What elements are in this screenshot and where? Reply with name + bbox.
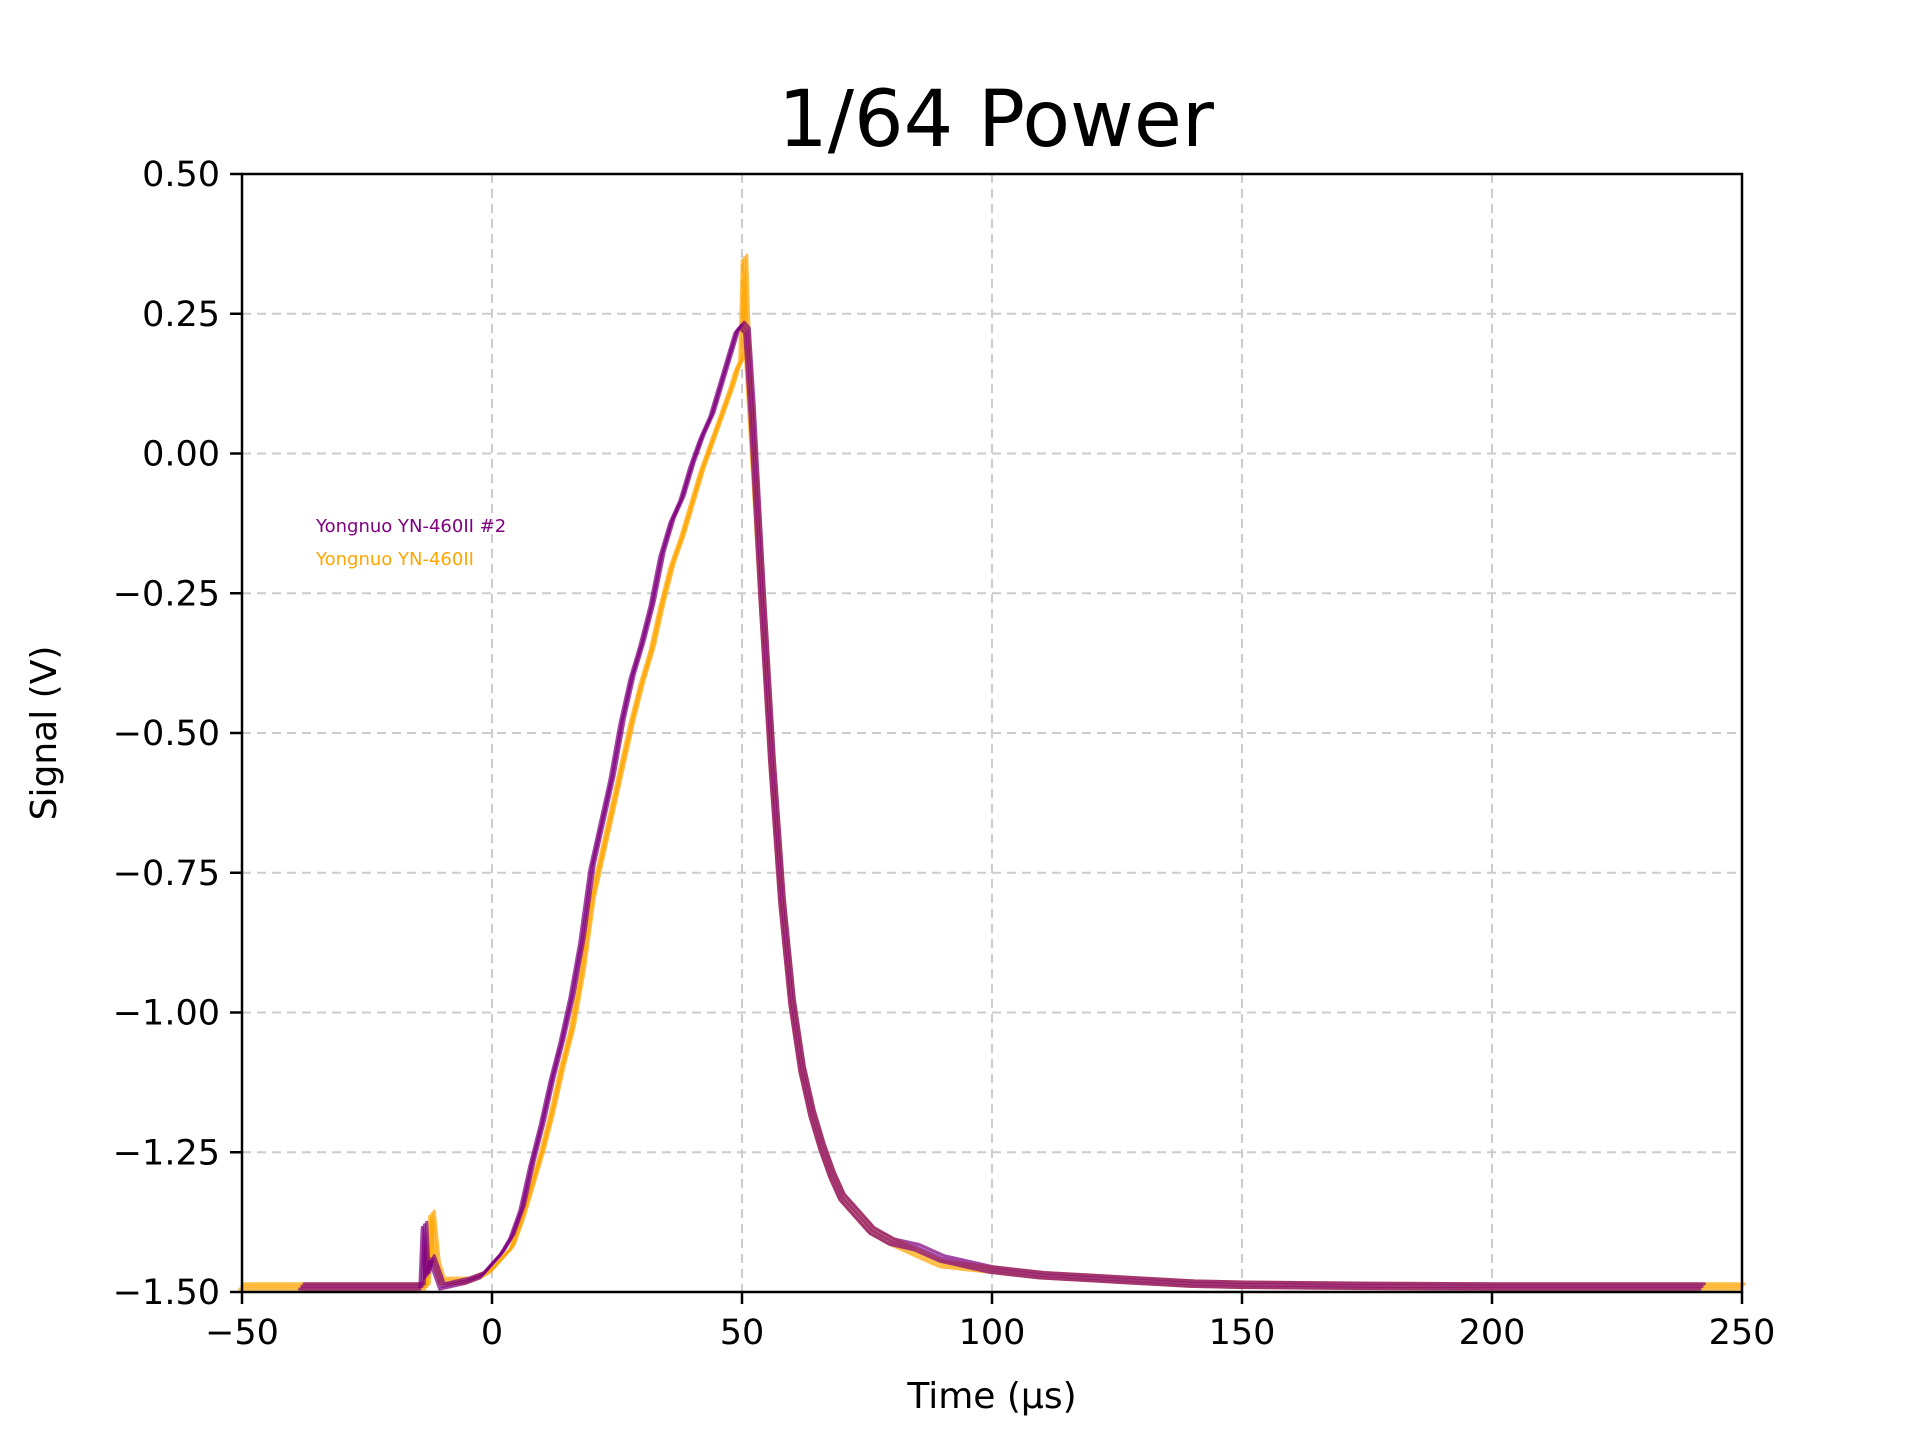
x-tick-label-0: −50 — [205, 1313, 279, 1353]
y-axis-label: Signal (V) — [24, 646, 65, 821]
y-tick-label-6: 0.00 — [142, 435, 220, 475]
x-tick-label-3: 100 — [959, 1313, 1026, 1353]
y-tick-label-0: −1.50 — [113, 1273, 220, 1313]
x-tick-label-2: 50 — [720, 1313, 765, 1353]
legend-entry-0: Yongnuo YN-460II #2 — [315, 516, 506, 537]
x-tick-label-5: 200 — [1459, 1313, 1526, 1353]
legend-entry-1: Yongnuo YN-460II — [315, 549, 474, 570]
y-tick-label-7: 0.25 — [142, 295, 220, 335]
x-tick-label-6: 250 — [1709, 1313, 1776, 1353]
y-tick-label-8: 0.50 — [142, 155, 220, 195]
series-group — [238, 253, 1746, 1291]
y-tick-label-4: −0.50 — [113, 714, 220, 754]
legend: Yongnuo YN-460II #2 Yongnuo YN-460II — [315, 516, 506, 570]
chart-title: 1/64 Power — [778, 75, 1215, 165]
y-tick-label-1: −1.25 — [113, 1133, 220, 1173]
series-line-0-trace-2 — [302, 320, 1706, 1286]
x-axis-ticks: −50 0 50 100 150 200 250 — [205, 1292, 1775, 1353]
x-tick-label-4: 150 — [1209, 1313, 1276, 1353]
y-axis-ticks: −1.50 −1.25 −1.00 −0.75 −0.50 −0.25 0.00 0.25 0.… — [113, 155, 242, 1313]
x-tick-label-1: 0 — [481, 1313, 503, 1353]
y-tick-label-3: −0.75 — [113, 854, 220, 894]
y-tick-label-5: −0.25 — [113, 574, 220, 614]
y-tick-label-2: −1.00 — [113, 994, 220, 1034]
x-axis-label: Time (µs) — [906, 1376, 1076, 1417]
